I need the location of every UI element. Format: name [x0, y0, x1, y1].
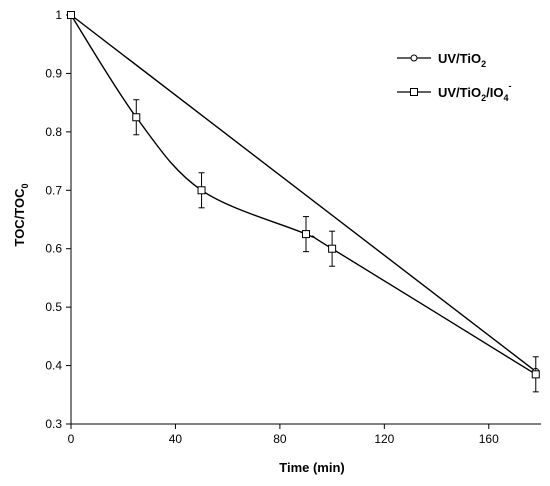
- series-2-point: [197, 186, 206, 195]
- y-tick-label: 0.5: [45, 300, 62, 314]
- x-tick-label: 160: [479, 432, 499, 446]
- legend-marker: [410, 54, 418, 62]
- y-tick-label: 0.6: [45, 242, 62, 256]
- legend-label-text: UV/TiO: [438, 51, 481, 66]
- y-tick-label: 0.4: [45, 359, 62, 373]
- y-axis-label-main: TOC/TOC: [12, 188, 27, 247]
- legend-label-superscript: -: [508, 81, 511, 91]
- series-2: [67, 11, 540, 393]
- plot-area: [67, 11, 540, 393]
- y-tick-label: 0.8: [45, 125, 62, 139]
- series-1: [67, 11, 540, 375]
- y-axis-label-subscript: 0: [20, 183, 30, 188]
- legend-label-subscript: 4: [503, 93, 508, 103]
- legend-item-1: UV/TiO2: [397, 51, 486, 69]
- y-tick-label: 0.7: [45, 183, 62, 197]
- y-ticks: 0.3 0.4 0.5 0.6 0.7 0.8 0.9 1: [45, 8, 71, 431]
- series-2-line: [70, 14, 537, 375]
- x-tick-label: 40: [169, 432, 183, 446]
- legend-label-text: /IO: [486, 85, 503, 100]
- series-2-point: [328, 244, 337, 253]
- y-tick-label: 0.9: [45, 66, 62, 80]
- x-ticks: 0 40 80 120 160: [68, 424, 499, 446]
- x-axis-label: Time (min): [279, 460, 345, 475]
- legend-marker: [410, 88, 418, 96]
- series-2-point: [531, 370, 540, 379]
- series-2-point: [67, 11, 75, 19]
- y-tick-label: 0.3: [45, 417, 62, 431]
- series-1-line: [70, 14, 537, 372]
- legend-item-2: UV/TiO2/IO4-: [397, 81, 511, 103]
- legend-label-text: UV/TiO: [438, 85, 481, 100]
- legend-label-subscript: 2: [481, 93, 486, 103]
- axes: [70, 15, 541, 425]
- series-2-point: [132, 113, 141, 122]
- x-tick-label: 0: [68, 432, 75, 446]
- legend-label-subscript: 2: [481, 59, 486, 69]
- legend-label: UV/TiO2/IO4-: [438, 81, 511, 103]
- y-axis-label: TOC/TOC0: [12, 183, 30, 246]
- y-tick-label: 1: [55, 8, 62, 22]
- x-tick-label: 120: [374, 432, 394, 446]
- series-2-point: [302, 230, 310, 239]
- legend-label: UV/TiO2: [438, 51, 486, 69]
- x-tick-label: 80: [273, 432, 287, 446]
